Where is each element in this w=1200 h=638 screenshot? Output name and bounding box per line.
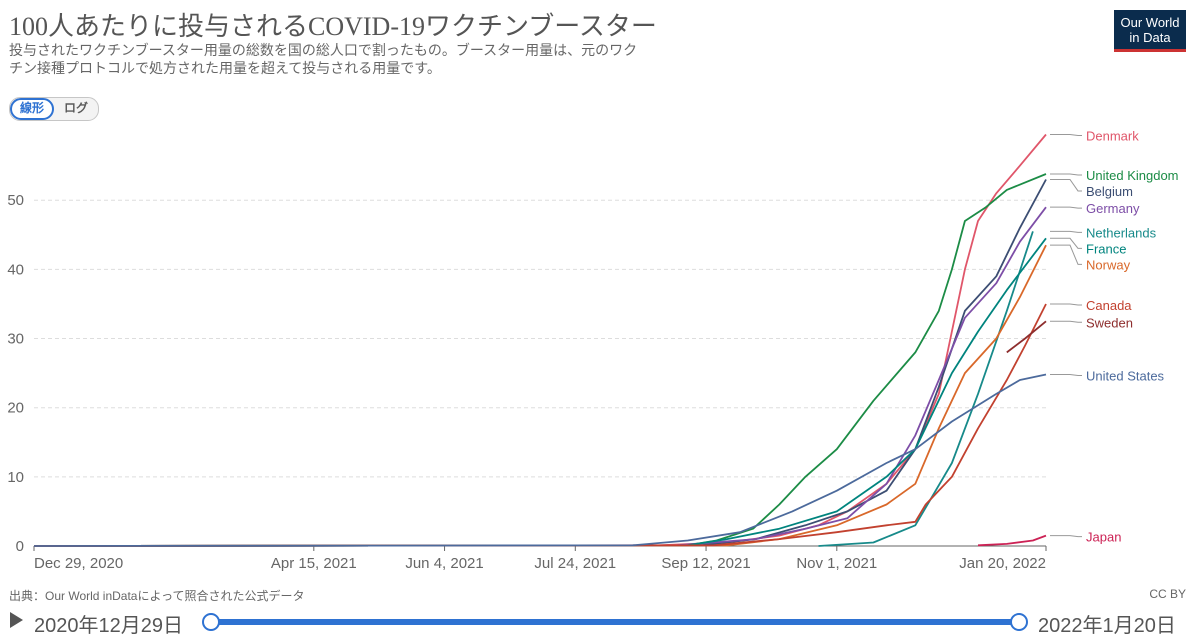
x-tick-label: Jun 4, 2021: [405, 555, 483, 572]
series-line-japan: [977, 534, 1047, 547]
label-leader: [1050, 237, 1082, 249]
series-line-united-states: [33, 373, 1047, 547]
chart-title: 100人あたりに投与されるCOVID-19ワクチンブースター: [9, 12, 657, 41]
timeline-end-label: 2022年1月20日: [1038, 615, 1176, 637]
y-tick-label: 10: [7, 469, 24, 486]
label-leader: [1050, 320, 1082, 323]
series-label: Sweden: [1086, 315, 1133, 330]
series-line-france: [33, 237, 1047, 547]
y-tick-label: 0: [16, 538, 24, 555]
series-label: Denmark: [1086, 129, 1139, 144]
log-scale-button[interactable]: ログ: [64, 101, 89, 115]
timeline-start-label: 2020年12月29日: [34, 615, 183, 637]
label-leader: [1050, 173, 1082, 176]
series-label: France: [1086, 241, 1126, 256]
series-line-netherlands: [818, 231, 1034, 547]
label-leader: [1050, 134, 1082, 137]
series-line-denmark: [33, 133, 1047, 547]
timeline-end-handle[interactable]: [1010, 613, 1028, 631]
x-tick-label: Apr 15, 2021: [271, 555, 357, 572]
label-leader: [1050, 244, 1082, 265]
series-line-norway: [33, 244, 1047, 547]
series-label: Norway: [1086, 257, 1131, 272]
label-leader: [1050, 230, 1082, 233]
series-label: United States: [1086, 369, 1165, 384]
series-label: Canada: [1086, 298, 1132, 313]
scale-toggle[interactable]: 線形 ログ: [9, 97, 100, 121]
owid-logo[interactable]: Our World in Data: [1114, 10, 1186, 52]
series-label: Germany: [1086, 201, 1140, 216]
y-tick-label: 20: [7, 400, 24, 417]
logo-line-2: in Data: [1129, 30, 1171, 45]
series-line-united-kingdom: [33, 173, 1047, 547]
x-tick-label: Jul 24, 2021: [534, 555, 616, 572]
play-button[interactable]: [10, 612, 23, 628]
linear-scale-button[interactable]: 線形: [10, 98, 55, 120]
label-leader: [1050, 303, 1082, 306]
logo-line-1: Our World: [1120, 15, 1180, 30]
series-line-belgium: [33, 179, 1047, 547]
series-label: Netherlands: [1086, 225, 1157, 240]
series-label: Belgium: [1086, 184, 1133, 199]
x-tick-label: Jan 20, 2022: [959, 555, 1046, 572]
label-leader: [1050, 374, 1082, 377]
series-line-canada: [33, 303, 1047, 547]
source-note: 出典：Our World inDataによって照合された公式データ: [9, 589, 305, 603]
series-label: United Kingdom: [1086, 168, 1179, 183]
license-link[interactable]: CC BY: [1149, 587, 1186, 601]
timeline-start-handle[interactable]: [202, 613, 220, 631]
series-line-sweden: [1006, 320, 1047, 354]
timeline-track[interactable]: [210, 619, 1020, 625]
x-tick-label: Nov 1, 2021: [796, 555, 877, 572]
line-chart: 0 10 20 30 40 50 Dec 29, 2020 Apr 15, 2021 Jun 4…: [7, 129, 1179, 572]
series-label: Japan: [1086, 530, 1121, 545]
label-leader: [1050, 178, 1082, 192]
x-tick-label: Sep 12, 2021: [661, 555, 750, 572]
label-leader: [1050, 535, 1082, 538]
chart-subtitle: 投与されたワクチンブースター用量の総数を国の総人口で割ったもの。ブースター用量は…: [9, 42, 638, 76]
label-leader: [1050, 206, 1082, 209]
y-tick-label: 30: [7, 331, 24, 348]
x-tick-label: Dec 29, 2020: [34, 555, 123, 572]
series-line-germany: [33, 206, 1047, 547]
y-tick-label: 40: [7, 261, 24, 278]
y-tick-label: 50: [7, 192, 24, 209]
